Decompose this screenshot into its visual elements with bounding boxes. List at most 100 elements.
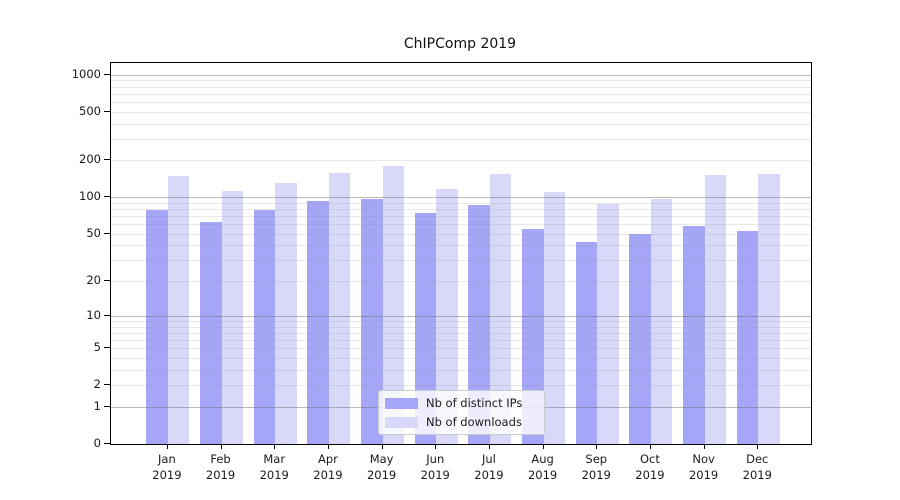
y-tick-label: 500 [79,103,101,118]
y-tick [104,232,110,234]
bar-downloads-oct [650,198,673,444]
bar-distinct-ips-jul [468,204,490,444]
bar-downloads-sep [597,204,619,444]
x-tick-month: Sep [585,452,608,466]
bar-distinct-ips-sep [575,241,598,444]
gridline [111,326,811,328]
bar-downloads-may [382,166,405,444]
x-tick-label: May 2019 [352,451,412,483]
gridline [111,369,811,371]
bar-distinct-ips-oct [629,233,651,444]
y-tick [104,196,110,198]
x-tick [596,444,598,449]
legend: Nb of distinct IPs Nb of downloads [378,390,545,435]
bar-distinct-ips-apr [307,201,329,444]
x-tick-year: 2019 [205,468,236,482]
gridline [111,80,811,82]
x-tick-month: May [369,452,394,466]
gridline [111,224,811,226]
x-tick-label: Jul 2019 [459,451,519,483]
gridline [111,357,811,359]
bar-downloads-mar [275,183,297,444]
x-tick [381,444,383,449]
y-tick-label: 0 [93,436,101,450]
x-tick-year: 2019 [635,468,665,482]
x-tick [435,444,437,449]
x-tick [327,444,329,449]
x-tick-label: Jan 2019 [137,451,197,483]
x-tick [649,444,651,449]
y-tick-label: 200 [79,152,101,167]
gridline [111,209,811,211]
bar-distinct-ips-dec [736,230,759,444]
x-tick-month: Dec [746,452,769,466]
gridline [111,245,811,247]
gridline [111,348,811,350]
x-tick-month: Jun [426,452,445,466]
gridline [111,197,811,199]
x-tick-label: Mar 2019 [244,451,304,483]
x-tick-label: Nov 2019 [674,451,734,483]
gridline [111,93,811,95]
x-tick-year: 2019 [474,468,504,482]
legend-row-distinct-ips: Nb of distinct IPs [379,394,544,413]
bar-downloads-jul [489,174,512,444]
x-tick-label: Apr 2019 [298,451,358,483]
bar-distinct-ips-feb [200,221,222,444]
bar-distinct-ips-nov [683,226,705,444]
y-tick [104,159,110,161]
y-tick [104,347,110,349]
y-tick-label: 20 [86,273,101,288]
x-tick-year: 2019 [581,468,611,482]
legend-label-downloads: Nb of downloads [426,415,522,429]
chart-title: ChIPComp 2019 [403,36,517,52]
x-tick-year: 2019 [366,468,397,482]
bar-downloads-jun [436,188,458,444]
bar-downloads-feb [221,190,244,444]
x-tick-month: Nov [692,452,715,466]
x-tick-year: 2019 [259,468,289,482]
x-tick-label: Dec 2019 [727,451,787,483]
bar-downloads-jan [167,176,190,444]
y-tick-label: 2 [93,377,101,392]
gridline [111,216,811,218]
y-tick [104,73,110,75]
y-tick [104,110,110,112]
x-tick-month: Oct [639,452,660,466]
gridline [111,123,811,125]
y-tick-label: 1000 [71,66,101,81]
gridline [111,111,811,113]
x-tick-month: Aug [531,452,554,466]
gridline [111,281,811,283]
gridline [111,320,811,322]
bar-downloads-aug [543,192,566,444]
x-tick-label: Aug 2019 [513,451,573,483]
x-tick-year: 2019 [527,468,558,482]
y-tick [104,405,110,407]
x-tick [220,444,222,449]
y-tick [104,314,110,316]
x-tick-month: Feb [210,452,231,466]
x-tick-label: Jun 2019 [405,451,465,483]
x-tick-label: Sep 2019 [566,451,626,483]
gridline [111,86,811,88]
y-tick-label: 100 [79,189,101,204]
x-tick [274,444,276,449]
gridline [111,138,811,140]
gridline [111,233,811,235]
x-tick-month: Apr [317,452,338,466]
bar-distinct-ips-jan [146,210,168,444]
gridline [111,74,811,76]
x-tick-label: Oct 2019 [620,451,680,483]
legend-swatch-downloads [385,416,418,428]
y-tick [104,280,110,282]
y-tick [104,443,110,444]
x-tick-year: 2019 [742,468,772,482]
gridline [111,101,811,103]
x-tick [542,444,544,449]
legend-swatch-distinct-ips [385,397,418,409]
bar-downloads-dec [758,174,780,444]
y-tick-label: 5 [93,340,101,355]
x-tick-month: Jul [481,452,496,466]
x-tick-year: 2019 [313,468,343,482]
